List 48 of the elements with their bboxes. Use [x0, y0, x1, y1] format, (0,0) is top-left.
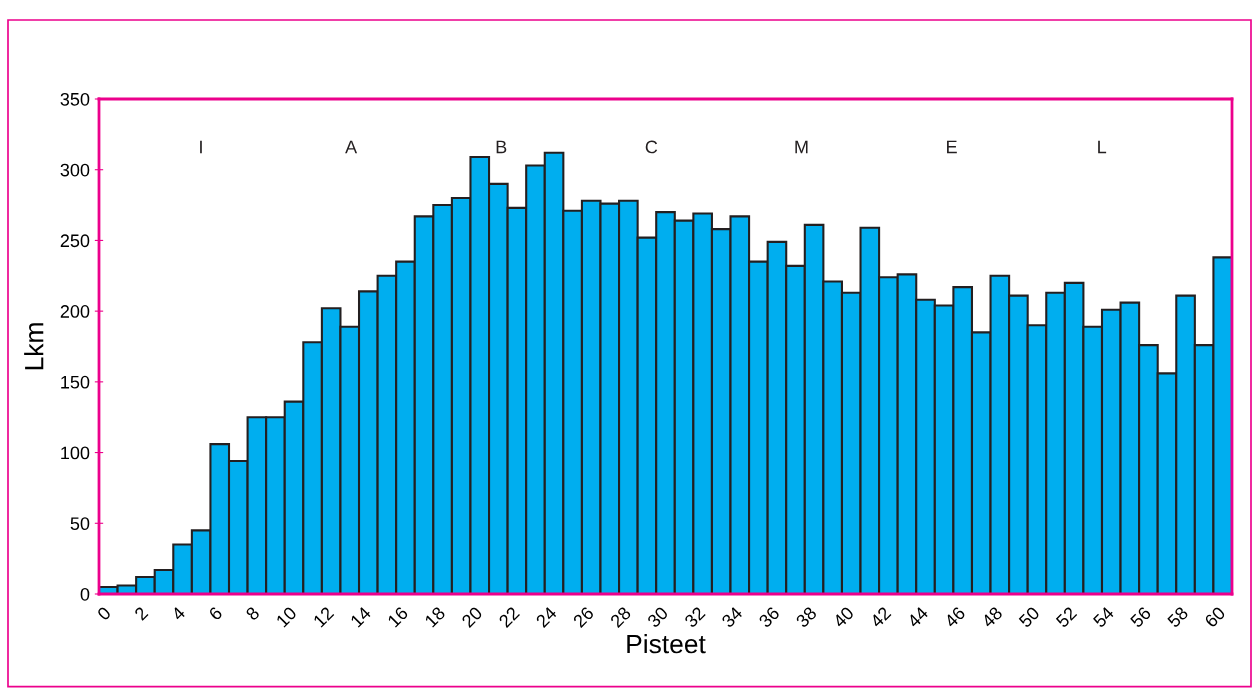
- x-tick-label: 10: [275, 605, 298, 628]
- y-tick-label: 100: [61, 446, 90, 460]
- x-tick-label: 50: [1018, 605, 1041, 629]
- x-tick-label: 52: [1055, 606, 1078, 629]
- y-tick-label: 150: [61, 375, 90, 389]
- x-tick-label: 24: [535, 605, 558, 628]
- y-axis-title: Lkm: [24, 323, 44, 370]
- x-tick-label: 22: [498, 606, 520, 628]
- x-tick-label: 30: [646, 605, 669, 629]
- annotation: A: [345, 140, 358, 154]
- annotation: E: [947, 140, 957, 154]
- x-tick-label: 54: [1092, 605, 1115, 629]
- y-tick-label: 200: [60, 305, 90, 318]
- x-tick-label: 0: [96, 605, 112, 622]
- x-tick-label: 26: [572, 606, 595, 629]
- x-tick-label: 48: [980, 606, 1004, 629]
- x-tick-label: 28: [609, 606, 632, 629]
- annotation: B: [496, 140, 507, 154]
- x-tick-label: 60: [1203, 605, 1227, 629]
- y-tick-label: 50: [70, 517, 90, 531]
- y-tick-label: 300: [60, 163, 90, 177]
- x-tick-label: 34: [720, 605, 744, 629]
- x-tick-label: 20: [460, 605, 484, 629]
- y-tick-label: 0: [80, 587, 90, 601]
- x-tick-label: 8: [245, 606, 261, 622]
- x-tick-label: 16: [387, 606, 409, 628]
- x-tick-label: 4: [170, 605, 186, 622]
- y-tick-label: 350: [60, 92, 90, 106]
- x-axis-title: Pisteet: [627, 633, 706, 654]
- annotation: I: [200, 140, 202, 154]
- x-tick-label: 14: [349, 605, 372, 628]
- x-tick-label: 2: [133, 606, 149, 621]
- x-tick-label: 40: [832, 605, 855, 629]
- x-tick-label: 42: [869, 606, 892, 629]
- x-tick-label: 36: [757, 606, 781, 629]
- x-tick-label: 58: [1166, 606, 1189, 629]
- x-tick-label: 38: [795, 606, 818, 629]
- annotation: L: [1098, 140, 1107, 154]
- x-tick-label: 32: [683, 606, 706, 629]
- annotation: M: [795, 140, 808, 154]
- annotation: C: [645, 140, 658, 154]
- x-tick-label: 12: [312, 606, 335, 628]
- x-tick-label: 46: [943, 606, 966, 629]
- y-tick-label: 250: [60, 234, 90, 248]
- x-tick-label: 6: [208, 606, 223, 621]
- x-tick-label: 18: [424, 606, 446, 628]
- x-tick-label: 44: [906, 605, 929, 629]
- x-tick-label: 56: [1129, 606, 1152, 629]
